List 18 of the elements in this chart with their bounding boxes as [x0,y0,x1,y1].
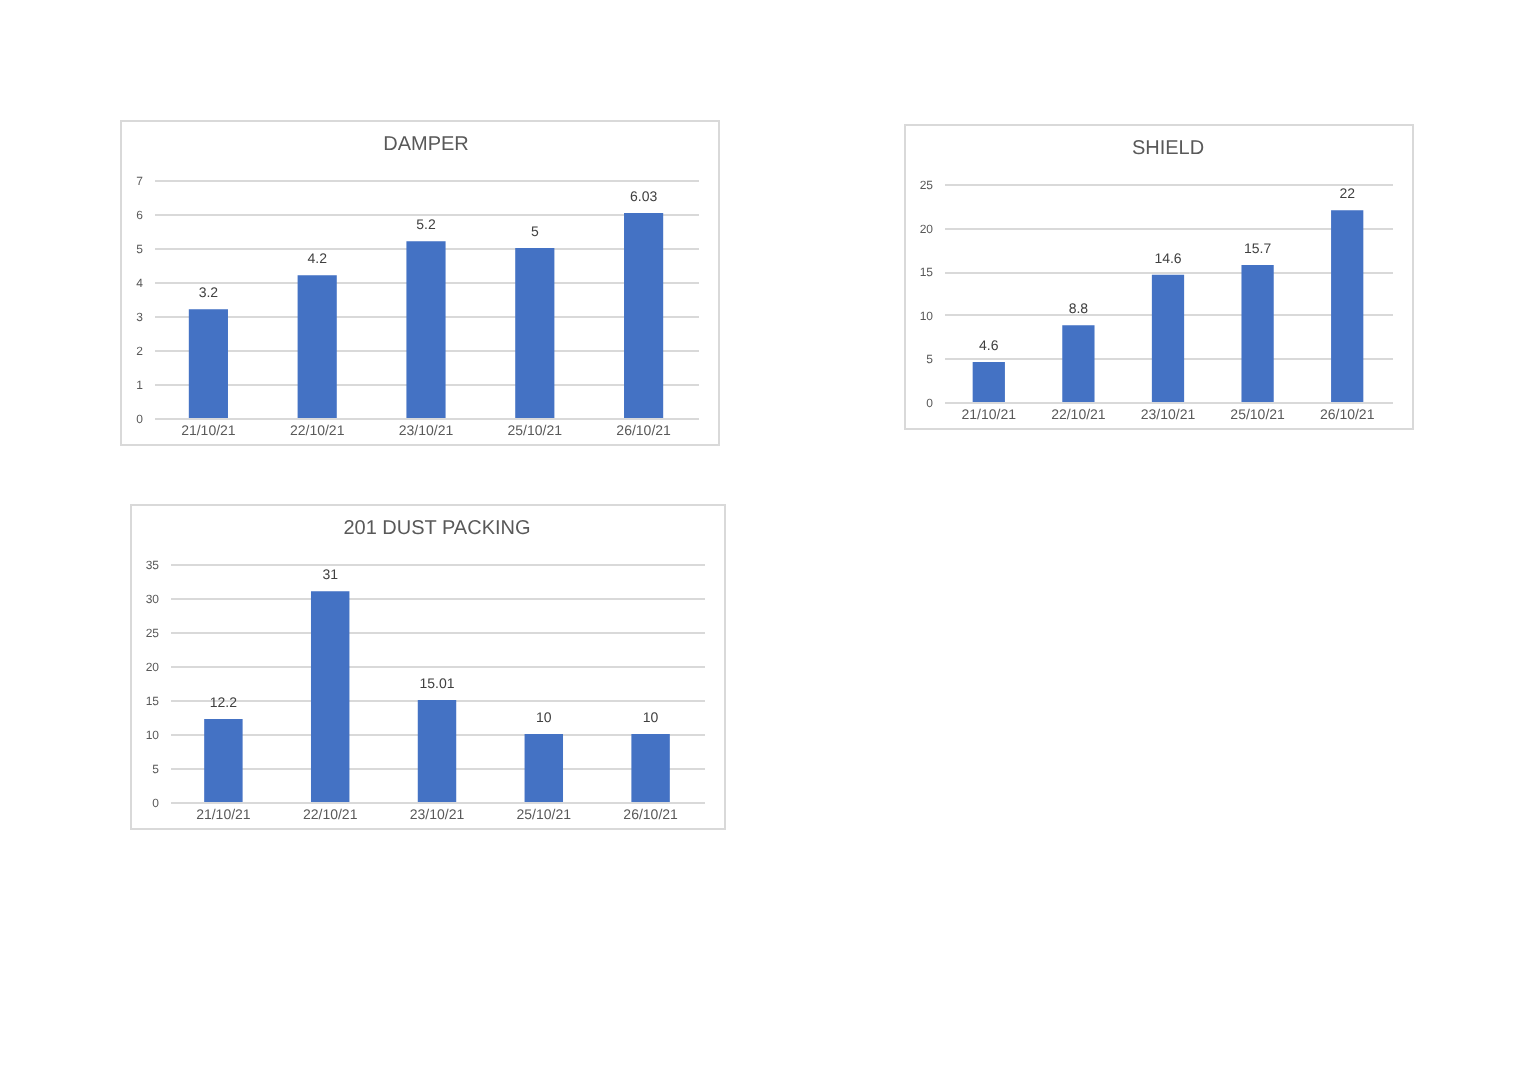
bar [310,591,350,802]
chart-title: 201 DUST PACKING [343,518,531,540]
bar [524,734,564,802]
bar [204,719,243,802]
bar [1331,210,1364,402]
bar [1241,265,1274,402]
bar [297,275,337,418]
bar [1062,325,1095,402]
chart-title: SHIELD [1131,138,1205,160]
bar [624,212,664,418]
chart-title: DAMPER [383,134,469,156]
bar [406,241,446,418]
bar [1151,274,1185,402]
bar [631,734,670,802]
bar [417,699,457,802]
bar [972,361,1005,402]
bar [188,309,228,418]
bar [515,248,555,418]
